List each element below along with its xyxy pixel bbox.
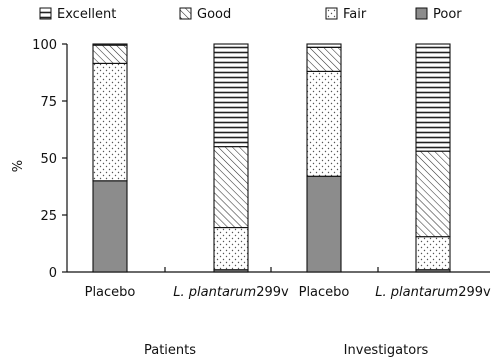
legend-swatch-excellent	[39, 7, 52, 20]
group-label-investigators: Investigators	[344, 343, 429, 358]
x-tick-label-3: Placebo	[299, 285, 350, 300]
bar-3-good	[306, 46, 342, 72]
category-labels: Placebo L. plantarum299v Placebo L. plantar…	[85, 285, 491, 358]
y-tick-label-75: 75	[40, 95, 57, 110]
legend-label-excellent: Excellent	[57, 7, 116, 22]
x-tick-label-4: L. plantarum299v	[375, 285, 491, 300]
bar-2-good	[213, 146, 249, 229]
bar-1-poor	[92, 180, 128, 273]
bar-1-fair	[92, 62, 128, 182]
bar-4-excellent	[415, 43, 451, 152]
y-tick-label-25: 25	[40, 209, 57, 224]
legend-swatch-poor	[415, 7, 428, 20]
x-tick-label-1: Placebo	[85, 285, 136, 300]
bars	[92, 43, 451, 273]
x-tick-label-2: L. plantarum299v	[173, 285, 289, 300]
legend: Excellent Good Fair Poor	[39, 7, 462, 22]
bar-2-fair	[213, 226, 249, 271]
bar-1-good	[92, 44, 128, 64]
bar-3-poor	[306, 175, 342, 273]
group-label-patients: Patients	[144, 343, 196, 358]
bar-1-excellent	[92, 43, 128, 46]
bar-3-fair	[306, 70, 342, 177]
bar-3-excellent	[306, 43, 342, 48]
legend-swatch-good	[179, 7, 192, 20]
y-tick-label-50: 50	[40, 152, 57, 167]
y-axis-label: %	[11, 160, 26, 172]
legend-label-fair: Fair	[343, 7, 367, 22]
legend-swatch-fair	[325, 7, 338, 20]
y-tick-label-100: 100	[32, 38, 57, 53]
y-tick-label-0: 0	[49, 266, 57, 281]
bar-4-fair	[415, 236, 451, 271]
legend-label-poor: Poor	[433, 7, 462, 22]
bar-4-good	[415, 150, 451, 238]
bar-2-excellent	[213, 43, 249, 148]
axes: 0 25 50 75 100%	[11, 38, 490, 281]
legend-label-good: Good	[197, 7, 231, 22]
